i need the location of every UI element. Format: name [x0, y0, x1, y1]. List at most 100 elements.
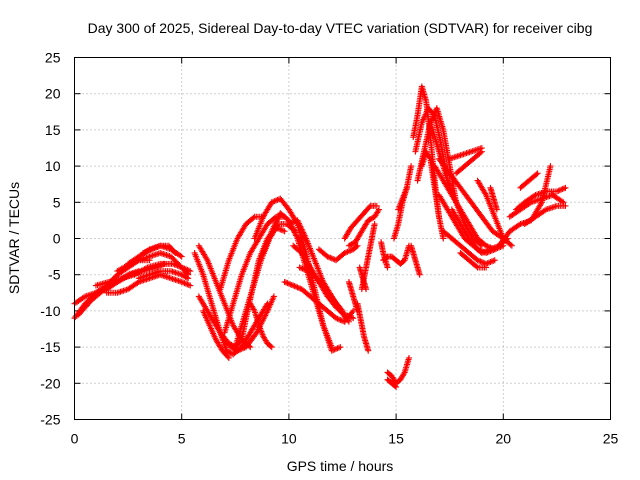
data-point-marker — [347, 247, 354, 254]
data-series-arc-53 — [487, 184, 500, 213]
data-point-marker — [473, 263, 480, 270]
data-point-marker — [277, 226, 284, 233]
data-point-marker — [183, 274, 190, 281]
data-point-marker — [178, 271, 185, 278]
data-series-arc-13 — [195, 242, 254, 351]
data-point-marker — [225, 354, 232, 361]
data-point-marker — [487, 259, 494, 266]
data-point-marker — [347, 313, 354, 320]
data-point-marker — [140, 249, 147, 256]
data-point-marker — [330, 347, 337, 354]
x-tick-label: 5 — [178, 431, 186, 447]
data-point-marker — [273, 197, 280, 204]
data-point-marker — [339, 307, 346, 314]
data-point-marker — [287, 220, 294, 227]
data-point-marker — [484, 249, 491, 256]
data-point-marker — [477, 247, 484, 254]
data-point-marker — [171, 248, 178, 255]
data-point-marker — [324, 253, 331, 260]
data-point-marker — [333, 345, 340, 352]
data-point-marker — [531, 192, 538, 199]
data-series-arc-57 — [521, 202, 569, 228]
data-point-marker — [547, 163, 554, 170]
data-point-marker — [491, 246, 498, 253]
data-point-marker — [353, 243, 360, 250]
data-point-marker — [478, 248, 485, 255]
data-point-marker — [203, 255, 210, 262]
data-point-marker — [283, 279, 290, 286]
data-point-marker — [325, 254, 332, 261]
data-point-marker — [480, 248, 487, 255]
data-point-marker — [227, 341, 234, 348]
data-point-marker — [344, 312, 351, 319]
data-series-arc-18 — [247, 300, 275, 351]
data-point-marker — [187, 268, 194, 275]
data-point-marker — [488, 258, 495, 265]
data-point-marker — [337, 316, 344, 323]
data-point-marker — [178, 253, 185, 260]
data-point-marker — [148, 246, 155, 253]
data-series-arc-09 — [140, 242, 179, 256]
data-series-arc-24 — [296, 264, 346, 314]
data-point-marker — [147, 246, 154, 253]
data-point-marker — [369, 215, 376, 222]
data-point-marker — [285, 280, 292, 287]
data-point-marker — [483, 264, 490, 271]
data-point-marker — [348, 241, 355, 248]
data-point-marker — [541, 207, 548, 214]
data-point-marker — [270, 293, 277, 300]
data-point-marker — [384, 264, 391, 271]
data-point-marker — [284, 280, 291, 287]
data-point-marker — [483, 242, 490, 249]
data-point-marker — [474, 257, 481, 264]
data-point-marker — [486, 259, 493, 266]
data-series-arc-35 — [384, 376, 400, 390]
data-series-arc-08 — [135, 268, 192, 282]
data-series-arc-51 — [457, 249, 490, 271]
data-series-arc-30 — [358, 221, 378, 293]
data-point-marker — [151, 245, 158, 252]
data-point-marker — [150, 245, 157, 252]
data-point-marker — [341, 311, 348, 318]
data-point-marker — [247, 344, 254, 351]
x-tick-label: 20 — [496, 431, 512, 447]
data-series-arc-41 — [408, 242, 423, 278]
data-point-marker — [180, 279, 187, 286]
data-point-marker — [152, 244, 159, 251]
data-point-marker — [281, 278, 288, 285]
data-point-marker — [347, 242, 354, 249]
data-point-marker — [327, 254, 334, 261]
data-series-arc-58 — [517, 170, 541, 191]
data-point-marker — [240, 345, 247, 352]
data-point-marker — [349, 240, 356, 247]
data-point-marker — [482, 190, 489, 197]
data-point-marker — [490, 257, 497, 264]
data-point-marker — [478, 148, 485, 155]
data-point-marker — [562, 202, 569, 209]
data-point-marker — [335, 344, 342, 351]
data-point-marker — [373, 202, 380, 209]
y-tick-label: -10 — [40, 303, 60, 319]
plot-frame — [74, 57, 611, 420]
data-point-marker — [393, 383, 400, 390]
data-point-marker — [80, 294, 87, 301]
data-point-marker — [224, 353, 231, 360]
data-series-arc-05 — [103, 271, 194, 296]
data-point-marker — [333, 315, 340, 322]
data-point-marker — [294, 284, 301, 291]
data-point-marker — [246, 343, 253, 350]
x-axis-label: GPS time / hours — [287, 458, 394, 474]
data-point-marker — [508, 242, 515, 249]
data-series-arc-46 — [435, 155, 507, 242]
data-series-arc-34 — [384, 354, 412, 387]
data-point-marker — [184, 281, 191, 288]
data-point-marker — [235, 347, 242, 354]
data-point-marker — [534, 170, 541, 177]
data-point-marker — [334, 345, 341, 352]
data-point-marker — [343, 312, 350, 319]
data-point-marker — [349, 309, 356, 316]
data-series-arc-29 — [354, 300, 372, 354]
data-point-marker — [172, 249, 179, 256]
data-point-marker — [295, 284, 302, 291]
data-point-marker — [302, 266, 309, 273]
